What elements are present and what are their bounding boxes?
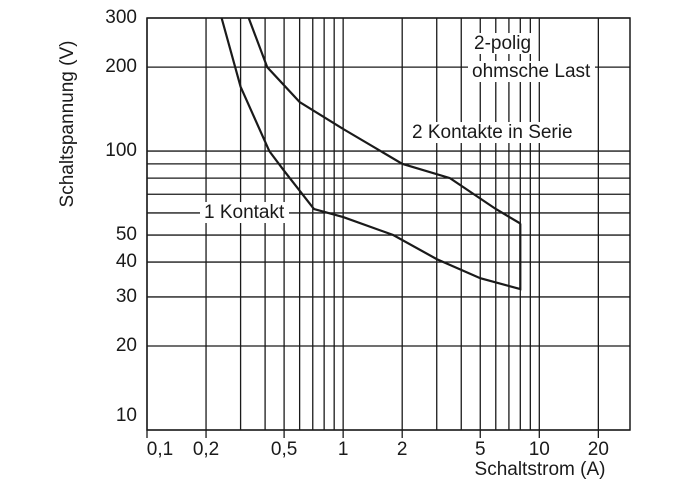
y-tick-label: 40 (116, 251, 137, 272)
plot-frame (146, 17, 631, 431)
series-label-bg (200, 202, 289, 224)
series-line (220, 17, 522, 291)
x-tick-label: 0,1 (147, 439, 173, 460)
x-tick-label: 0,2 (193, 439, 219, 460)
x-tick-label: 5 (475, 439, 486, 460)
y-tick-label: 10 (116, 405, 137, 426)
y-tick-label: 50 (116, 224, 137, 245)
x-tick-label: 20 (588, 439, 609, 460)
series-label-bg (408, 122, 577, 144)
y-tick-label: 30 (116, 286, 137, 307)
annotation-bg (468, 61, 596, 83)
annotation-bg (470, 33, 536, 55)
x-axis-label: Schaltstrom (A) (475, 459, 606, 480)
y-tick-label: 100 (105, 140, 137, 161)
series-line (247, 17, 521, 225)
y-axis-label: Schaltspannung (V) (57, 41, 78, 208)
annotation: ohmsche Last (472, 61, 591, 82)
y-tick-label: 200 (105, 56, 137, 77)
x-tick-label: 10 (529, 439, 550, 460)
y-tick-label: 20 (116, 335, 137, 356)
x-tick-label: 0,5 (271, 439, 297, 460)
x-tick-label: 2 (397, 439, 408, 460)
series-label: 2 Kontakte in Serie (412, 122, 573, 143)
x-tick-label: 1 (338, 439, 349, 460)
annotation: 2-polig (474, 33, 531, 54)
y-tick-label: 300 (105, 7, 137, 28)
series-label: 1 Kontakt (204, 202, 285, 223)
